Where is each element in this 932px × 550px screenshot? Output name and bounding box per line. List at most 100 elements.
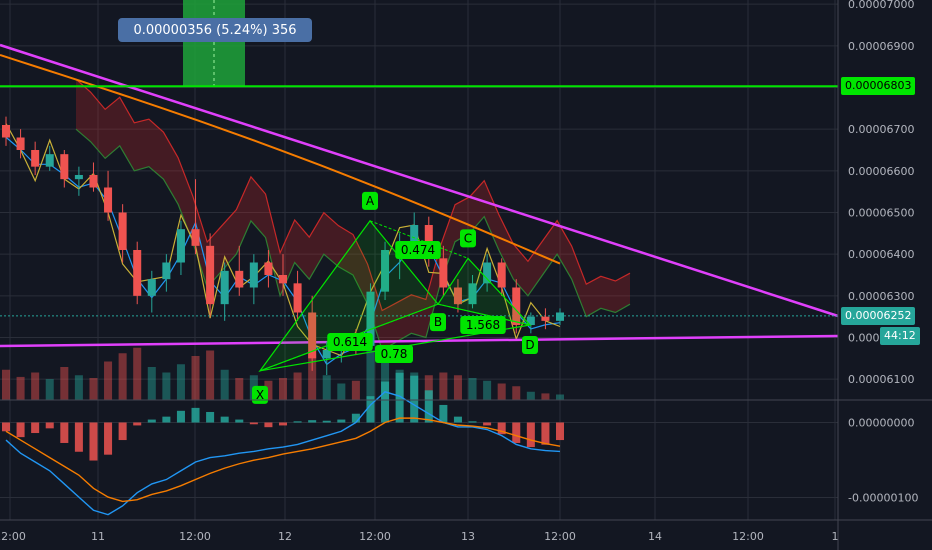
macd-histogram-bar xyxy=(74,422,83,452)
candle-body xyxy=(381,250,390,292)
macd-histogram-bar xyxy=(381,381,390,423)
volume-bar xyxy=(381,358,390,400)
volume-bar xyxy=(468,378,477,400)
candle-body xyxy=(235,270,244,288)
volume-bar xyxy=(264,380,273,400)
bar-countdown-tag: 44:12 xyxy=(880,326,920,345)
macd-histogram-bar xyxy=(220,416,229,423)
pattern-point-c-bg xyxy=(460,229,476,248)
price-tick-label: 0.00006100 xyxy=(848,373,914,386)
volume-bar xyxy=(366,350,375,400)
macd-histogram-bar xyxy=(439,404,448,423)
osc-tick-label: -0.00000100 xyxy=(848,492,918,505)
macd-histogram-bar xyxy=(395,372,404,423)
volume-bar xyxy=(351,380,360,400)
time-tick-label: 12:00 xyxy=(732,530,764,543)
volume-bar xyxy=(118,353,127,400)
candle-body xyxy=(439,258,448,288)
macd-histogram-bar xyxy=(133,422,142,426)
macd-histogram-bar xyxy=(322,420,331,423)
macd-histogram-bar xyxy=(424,390,433,423)
volume-bar xyxy=(293,372,302,400)
macd-histogram-bar xyxy=(468,421,477,423)
pattern-point-a: A xyxy=(366,194,375,208)
macd-histogram-bar xyxy=(176,410,185,423)
macd-histogram-bar xyxy=(104,422,113,455)
candle-body xyxy=(555,312,565,321)
candle-body xyxy=(31,150,40,167)
volume-bar xyxy=(45,379,54,400)
descending-trendline xyxy=(0,43,839,318)
volume-bar xyxy=(235,378,244,400)
volume-bar xyxy=(308,353,317,400)
macd-histogram-bar xyxy=(337,419,346,423)
macd-histogram-bar xyxy=(366,396,375,423)
time-tick-label: 12 xyxy=(278,530,292,543)
volume-bar xyxy=(322,375,331,400)
macd-histogram-bar xyxy=(453,416,462,423)
candle-body xyxy=(89,175,98,188)
candle-body xyxy=(366,291,375,346)
volume-bar xyxy=(453,375,462,400)
candle-body xyxy=(147,279,156,296)
pattern-bd xyxy=(437,303,531,326)
macd-histogram-bar xyxy=(147,419,156,423)
candle-body xyxy=(133,250,142,296)
macd-histogram-bar xyxy=(249,422,258,425)
macd-histogram-bar xyxy=(118,422,127,441)
last-price-tag: 0.00006252 xyxy=(841,306,916,325)
macd-panel xyxy=(1,372,565,516)
macd-histogram-bar xyxy=(483,422,492,426)
pattern-point-b: B xyxy=(434,315,442,329)
pattern-point-d-bg xyxy=(522,336,538,354)
pattern-ac xyxy=(369,220,469,259)
volume-bar xyxy=(220,369,229,400)
volume-bar xyxy=(526,391,535,400)
macd-histogram-bar xyxy=(162,416,171,423)
candle-body xyxy=(526,316,535,325)
macd-histogram-bar xyxy=(45,422,54,429)
cloud-span-b xyxy=(75,128,631,351)
macd-histogram-bar xyxy=(206,411,215,423)
macd-histogram-bar xyxy=(308,420,317,423)
volume-bar xyxy=(555,394,565,400)
volume-bar xyxy=(1,369,11,400)
volume-bar xyxy=(541,393,550,400)
volume-bars xyxy=(1,347,565,400)
time-tick-label: 13 xyxy=(461,530,475,543)
macd-histogram-bar xyxy=(410,375,419,423)
time-tick-label: 1 xyxy=(832,530,839,543)
pattern-ratio: 0.474 xyxy=(401,243,435,257)
volume-bar xyxy=(147,367,156,400)
time-tick-label: 12:00 xyxy=(0,530,26,543)
pattern-ratio: 1.568 xyxy=(466,318,500,332)
macd-histogram-bar xyxy=(264,422,273,428)
moving-average-line xyxy=(0,54,561,265)
macd-histogram-bar xyxy=(16,422,25,438)
time-tick-label: 12:00 xyxy=(179,530,211,543)
volume-bar xyxy=(337,383,346,400)
hline-price-tag: 0.00006803 xyxy=(841,77,916,96)
pattern-point-c: C xyxy=(464,231,472,245)
macd-histogram-bar xyxy=(293,421,302,423)
candle-body xyxy=(74,175,83,180)
harmonic-pattern: X A B C D 0.474 0.614 0.78 1.568 xyxy=(252,191,538,404)
macd-histogram-bar xyxy=(278,422,288,426)
volume-bar xyxy=(278,378,288,400)
macd-histogram-bar xyxy=(351,413,360,423)
candle-body xyxy=(322,350,331,359)
pattern-point-b-bg xyxy=(430,313,446,332)
volume-bar xyxy=(176,364,185,400)
macd-histogram-bar xyxy=(497,422,506,435)
pattern-ratio-bg xyxy=(327,333,373,351)
price-tick-label: 0.00006900 xyxy=(848,40,914,53)
volume-bar xyxy=(439,372,448,400)
pattern-ratio-bg xyxy=(460,316,506,334)
volume-bar xyxy=(133,347,142,400)
pattern-ratio-bg xyxy=(375,345,413,363)
pattern-ratio: 0.614 xyxy=(333,335,367,349)
candle-body xyxy=(497,262,506,288)
volume-bar xyxy=(16,376,25,400)
